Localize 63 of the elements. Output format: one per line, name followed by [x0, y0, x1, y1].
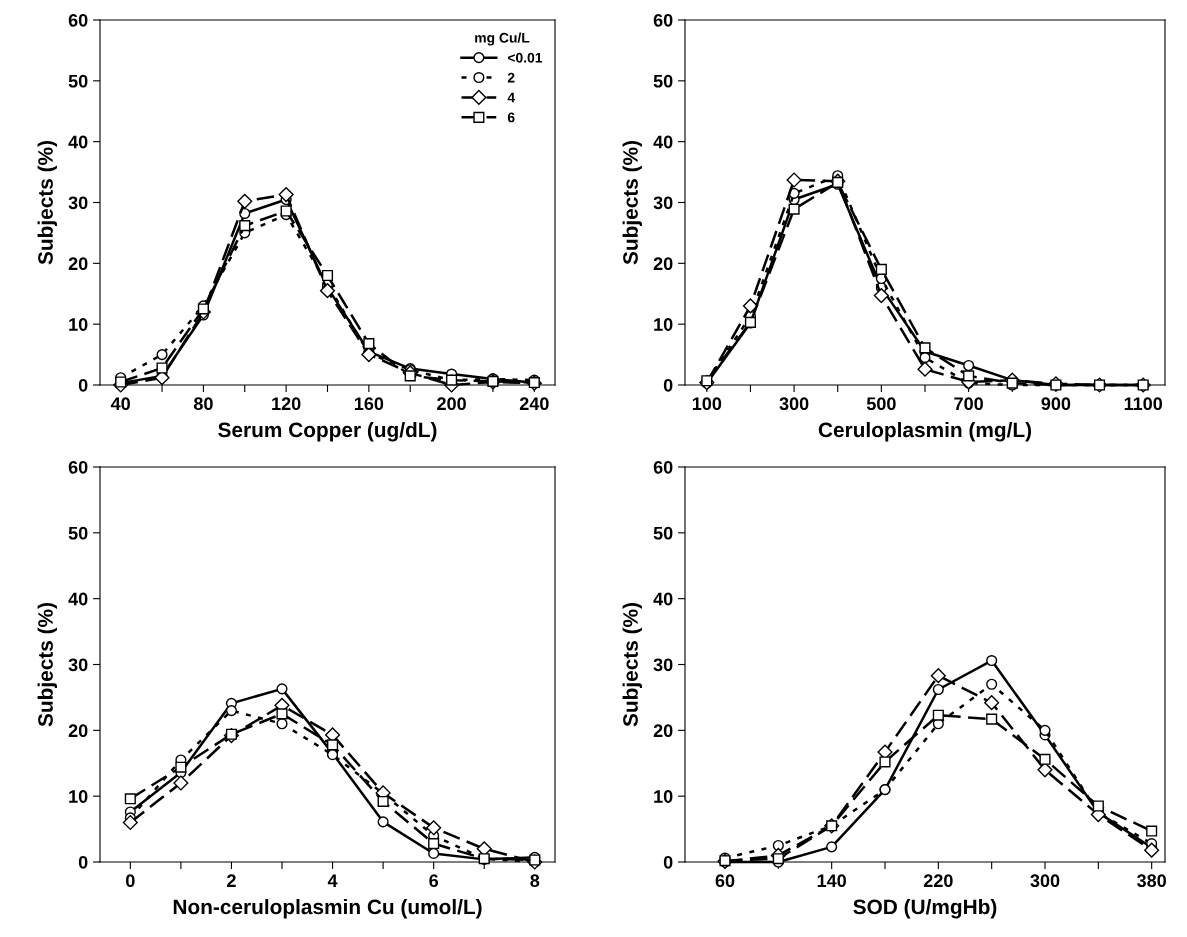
y-tick-label: 0: [78, 378, 88, 392]
x-tick-label: 200: [437, 397, 466, 411]
x-tick-label: 140: [817, 874, 846, 888]
y-tick-label: 10: [69, 318, 88, 331]
y-tick-label: 50: [68, 74, 88, 88]
y-tick-label: 20: [68, 724, 88, 738]
y-tick-label: 20: [653, 724, 673, 738]
x-tick-label: 8: [530, 874, 540, 888]
x-axis-title: SOD (U/mgHb): [853, 898, 997, 919]
x-tick-label: 60: [715, 874, 735, 888]
y-tick-label: 50: [68, 526, 88, 540]
y-tick-label: 50: [653, 526, 673, 540]
y-axis-title: Subjects (%): [622, 603, 642, 727]
x-tick-label: 500: [866, 397, 896, 411]
x-tick-label: 0: [126, 874, 135, 888]
y-tick-label: 30: [653, 658, 673, 672]
y-tick-label: 40: [653, 135, 673, 149]
legend-label: <0.01: [507, 52, 543, 63]
x-axis-title: Ceruloplasmin (mg/L): [818, 421, 1032, 442]
y-tick-label: 40: [68, 592, 88, 606]
y-tick-label: 60: [68, 13, 88, 27]
x-tick-label: 900: [1041, 397, 1071, 411]
y-tick-label: 10: [654, 790, 673, 803]
x-tick-label: 6: [429, 874, 439, 888]
y-tick-label: 40: [68, 135, 88, 149]
x-tick-label: 700: [954, 397, 983, 411]
y-tick-label: 30: [68, 196, 88, 210]
x-tick-label: 300: [1030, 874, 1060, 888]
y-tick-label: 60: [68, 460, 88, 474]
x-tick-label: 220: [923, 874, 953, 888]
x-axis-title: Non-ceruloplasmin Cu (umol/L): [173, 898, 482, 919]
y-tick-label: 40: [653, 592, 673, 606]
x-tick-label: 240: [519, 397, 549, 411]
y-tick-label: 0: [663, 378, 673, 392]
legend-title: mg Cu/L: [475, 32, 530, 46]
y-tick-label: 60: [653, 13, 673, 27]
y-axis-title: Subjects (%): [37, 141, 57, 265]
y-axis-title: Subjects (%): [622, 141, 642, 265]
x-axis-title: Serum Copper (ug/dL): [218, 421, 437, 442]
x-tick-label: 160: [354, 397, 384, 411]
x-tick-label: 80: [193, 397, 213, 411]
legend-label: 2: [507, 72, 515, 83]
x-tick-label: 120: [272, 397, 301, 411]
y-tick-label: 60: [653, 460, 673, 474]
y-tick-label: 0: [663, 855, 673, 869]
y-tick-label: 30: [653, 196, 673, 210]
x-tick-label: 1100: [1124, 397, 1163, 411]
x-tick-label: 2: [227, 874, 236, 887]
x-tick-label: 380: [1137, 874, 1166, 888]
y-tick-label: 50: [653, 74, 673, 88]
y-tick-label: 10: [654, 318, 673, 331]
y-tick-label: 30: [68, 658, 88, 672]
legend-label: 6: [507, 112, 515, 123]
y-tick-label: 0: [78, 855, 88, 869]
y-tick-label: 10: [69, 790, 88, 803]
y-axis-title: Subjects (%): [37, 603, 57, 727]
y-tick-label: 20: [653, 257, 673, 271]
x-tick-label: 100: [692, 397, 722, 411]
x-tick-label: 40: [110, 397, 130, 411]
legend-label: 4: [507, 92, 516, 103]
y-tick-label: 20: [68, 257, 88, 271]
x-tick-label: 300: [779, 397, 809, 411]
x-tick-label: 4: [327, 874, 338, 887]
